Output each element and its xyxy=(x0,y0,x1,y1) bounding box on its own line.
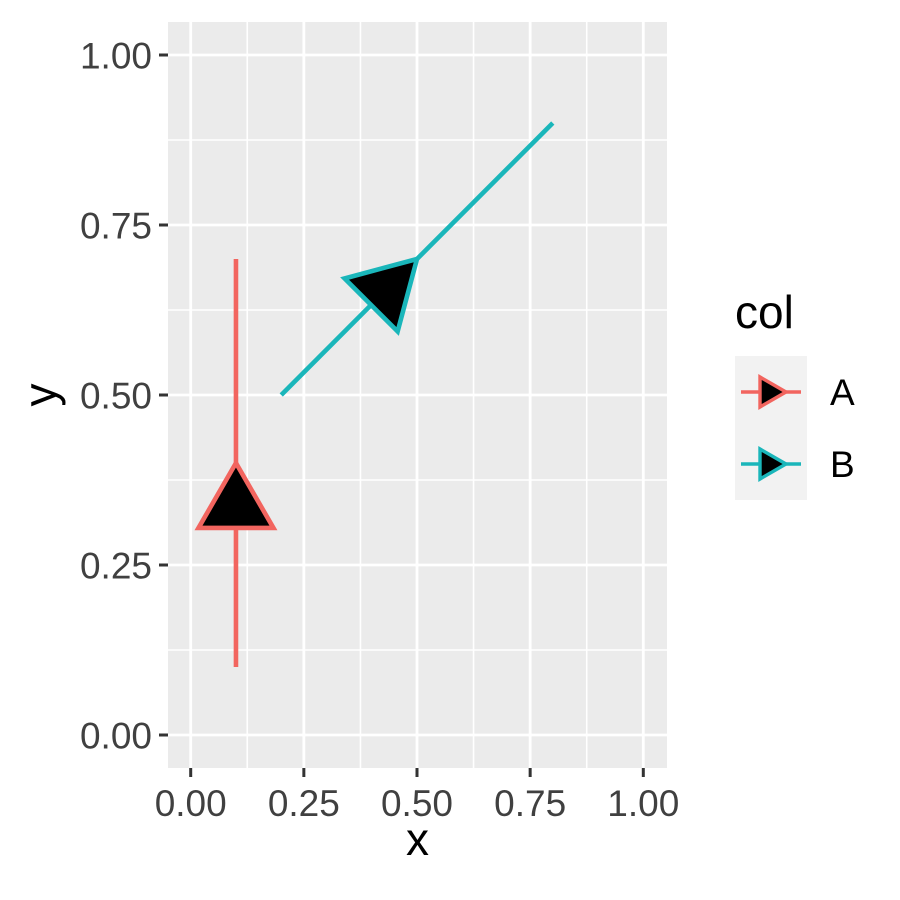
x-tick-label: 0.75 xyxy=(494,783,566,824)
x-tick-label: 1.00 xyxy=(607,783,679,824)
legend-key-arrowhead xyxy=(758,446,790,482)
y-tick-label: 0.75 xyxy=(80,206,152,247)
legend-key-B xyxy=(735,428,807,500)
x-tick-label: 0.50 xyxy=(381,783,453,824)
y-tick-label: 0.25 xyxy=(80,546,152,587)
legend-key-A xyxy=(735,356,807,428)
x-axis-title: x xyxy=(406,813,429,865)
arrowhead-B xyxy=(340,255,421,336)
legend-label-A: A xyxy=(830,372,855,413)
x-tick-label: 0.00 xyxy=(155,783,227,824)
y-tick-label: 0.50 xyxy=(80,376,152,417)
legend-arrow-glyph-B xyxy=(741,446,801,482)
arrowhead-A xyxy=(194,458,278,531)
legend-key-arrowhead xyxy=(758,374,790,410)
legend-arrow-glyph-A xyxy=(741,374,801,410)
y-tick-label: 1.00 xyxy=(80,36,152,77)
legend-label-B: B xyxy=(830,444,855,485)
y-axis-title: y xyxy=(14,383,66,407)
y-tick-label: 0.00 xyxy=(80,716,152,757)
x-tick-label: 0.25 xyxy=(268,783,340,824)
legend-title: col xyxy=(735,286,794,338)
